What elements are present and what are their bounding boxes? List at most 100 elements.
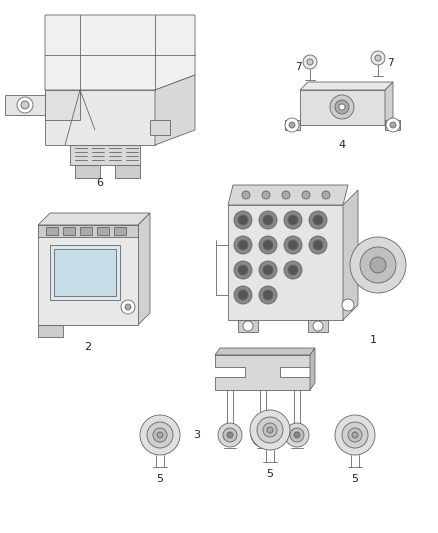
Polygon shape [155, 75, 195, 145]
Circle shape [375, 55, 381, 61]
Polygon shape [238, 320, 258, 332]
Circle shape [339, 104, 345, 110]
Circle shape [330, 95, 354, 119]
Text: 1: 1 [370, 335, 377, 345]
Circle shape [284, 211, 302, 229]
Polygon shape [38, 325, 63, 337]
Circle shape [259, 261, 277, 279]
Circle shape [263, 265, 273, 275]
Circle shape [288, 240, 298, 250]
Circle shape [288, 215, 298, 225]
Bar [50, 245, 120, 300]
Circle shape [309, 211, 327, 229]
Circle shape [335, 100, 349, 114]
Circle shape [267, 427, 273, 433]
Polygon shape [385, 120, 400, 130]
Bar [97, 227, 109, 235]
Polygon shape [138, 213, 150, 325]
Polygon shape [70, 145, 140, 165]
Circle shape [348, 428, 362, 442]
Polygon shape [150, 120, 170, 135]
Bar [46, 227, 58, 235]
Circle shape [282, 191, 290, 199]
Circle shape [335, 415, 375, 455]
Circle shape [289, 122, 295, 128]
Circle shape [242, 191, 250, 199]
Bar [114, 227, 126, 235]
Circle shape [257, 417, 283, 443]
Polygon shape [385, 82, 393, 125]
Circle shape [234, 236, 252, 254]
Circle shape [262, 191, 270, 199]
Bar [228, 205, 343, 320]
Circle shape [147, 422, 173, 448]
Circle shape [234, 286, 252, 304]
Circle shape [322, 191, 330, 199]
Circle shape [288, 265, 298, 275]
Circle shape [352, 432, 358, 438]
Polygon shape [215, 348, 315, 355]
Circle shape [227, 432, 233, 438]
Circle shape [285, 423, 309, 447]
Polygon shape [228, 185, 348, 205]
Circle shape [251, 423, 275, 447]
Polygon shape [215, 355, 310, 390]
Circle shape [250, 410, 290, 450]
Circle shape [125, 304, 131, 310]
Bar [300, 90, 385, 125]
Polygon shape [75, 165, 100, 178]
Polygon shape [343, 190, 358, 320]
Circle shape [17, 97, 33, 113]
Circle shape [238, 290, 248, 300]
Text: 6: 6 [96, 178, 103, 188]
Circle shape [386, 118, 400, 132]
Polygon shape [38, 213, 150, 225]
Polygon shape [45, 90, 80, 120]
Text: 5: 5 [352, 474, 358, 484]
Polygon shape [45, 15, 195, 90]
Circle shape [313, 215, 323, 225]
Circle shape [263, 215, 273, 225]
Text: 5: 5 [266, 469, 273, 479]
Circle shape [157, 432, 163, 438]
Circle shape [390, 122, 396, 128]
Polygon shape [310, 348, 315, 390]
Circle shape [234, 211, 252, 229]
Circle shape [234, 261, 252, 279]
Circle shape [342, 422, 368, 448]
Circle shape [263, 240, 273, 250]
Polygon shape [115, 165, 140, 178]
Circle shape [238, 240, 248, 250]
Circle shape [223, 428, 237, 442]
Circle shape [285, 118, 299, 132]
Circle shape [260, 432, 266, 438]
Circle shape [302, 191, 310, 199]
Circle shape [370, 257, 386, 273]
Circle shape [313, 240, 323, 250]
Circle shape [259, 286, 277, 304]
Circle shape [284, 236, 302, 254]
Text: 7: 7 [387, 58, 393, 68]
Text: 5: 5 [156, 474, 163, 484]
Circle shape [238, 265, 248, 275]
Polygon shape [45, 90, 155, 145]
Polygon shape [308, 320, 328, 332]
Circle shape [342, 299, 354, 311]
Polygon shape [5, 95, 45, 115]
Circle shape [256, 428, 270, 442]
Circle shape [313, 321, 323, 331]
Circle shape [360, 247, 396, 283]
Bar [38, 225, 138, 237]
Circle shape [263, 290, 273, 300]
Circle shape [350, 237, 406, 293]
Circle shape [218, 423, 242, 447]
Circle shape [238, 215, 248, 225]
Bar [80, 227, 92, 235]
Circle shape [309, 236, 327, 254]
Polygon shape [285, 120, 300, 130]
Circle shape [153, 428, 167, 442]
Circle shape [259, 211, 277, 229]
Circle shape [259, 236, 277, 254]
Circle shape [290, 428, 304, 442]
Circle shape [121, 300, 135, 314]
